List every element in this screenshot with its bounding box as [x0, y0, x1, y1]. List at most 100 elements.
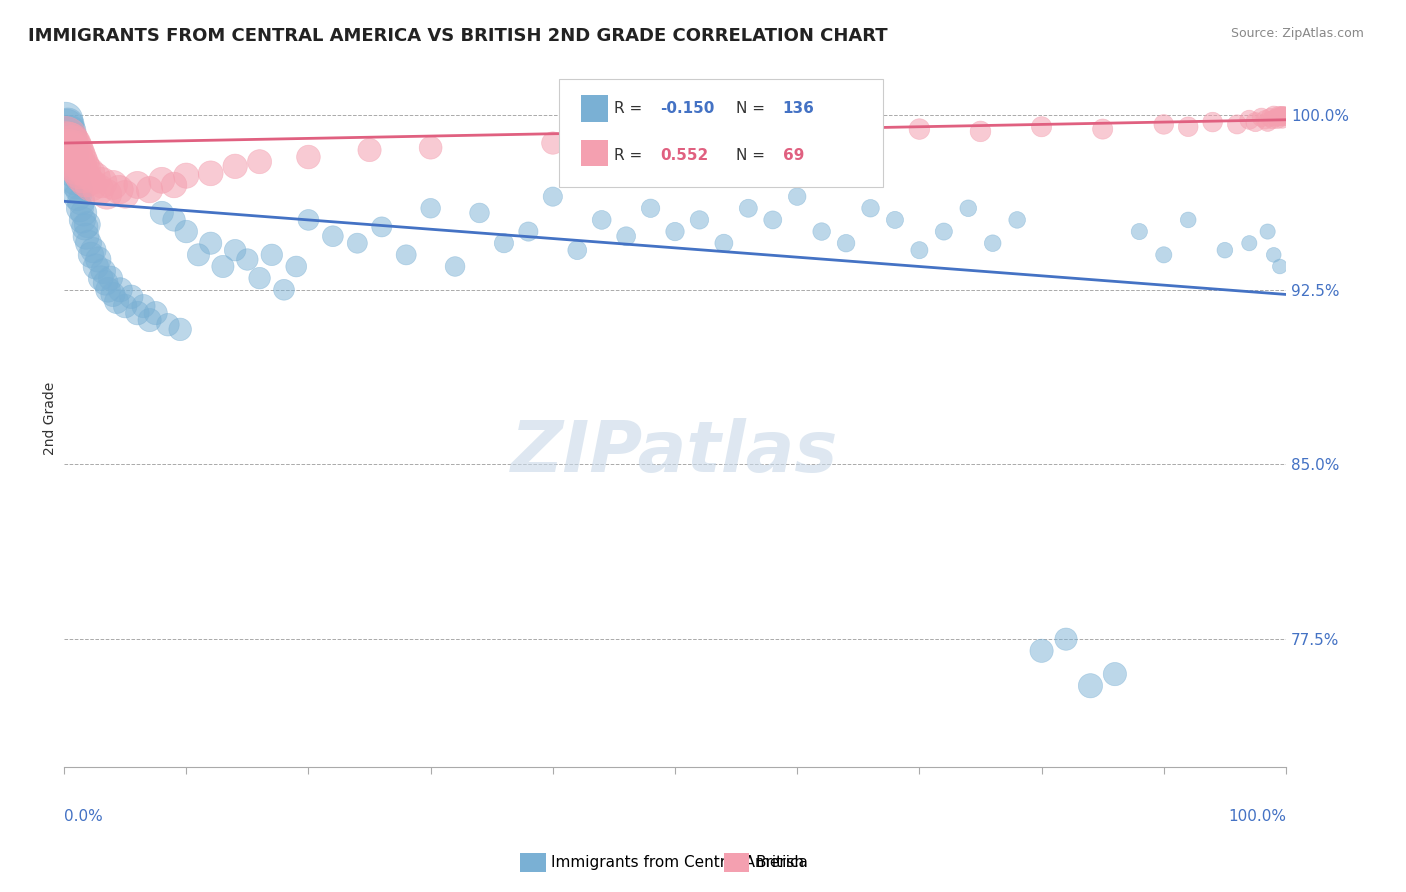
Text: N =: N =	[737, 148, 770, 163]
Point	[236, 252, 259, 267]
Point	[66, 159, 89, 173]
Point	[56, 117, 79, 131]
Point	[77, 236, 100, 251]
Point	[737, 201, 759, 215]
Point	[1239, 236, 1261, 251]
Text: R =: R =	[614, 148, 647, 163]
Point	[63, 147, 86, 161]
Point	[1274, 108, 1296, 122]
Point	[72, 161, 94, 176]
Point	[567, 243, 589, 257]
Point	[1128, 225, 1150, 239]
Point	[322, 229, 344, 244]
Point	[1177, 213, 1199, 227]
Point	[58, 131, 80, 145]
Point	[591, 213, 613, 227]
Point	[53, 112, 76, 127]
Point	[713, 236, 735, 251]
Point	[70, 157, 93, 171]
Point	[212, 260, 235, 274]
Point	[786, 189, 808, 203]
Point	[908, 243, 931, 257]
Point	[1005, 213, 1028, 227]
Point	[614, 229, 637, 244]
Point	[1257, 115, 1279, 129]
Text: Source: ZipAtlas.com: Source: ZipAtlas.com	[1230, 27, 1364, 40]
Point	[73, 219, 96, 234]
Point	[91, 176, 114, 190]
Point	[1263, 108, 1285, 122]
Point	[163, 178, 186, 192]
Point	[786, 127, 808, 141]
Point	[114, 299, 136, 313]
Point	[59, 124, 82, 138]
Point	[1267, 112, 1289, 127]
Point	[260, 248, 283, 262]
Point	[1226, 117, 1249, 131]
Point	[150, 173, 173, 187]
Point	[150, 206, 173, 220]
Point	[62, 150, 84, 164]
Text: 0.0%: 0.0%	[65, 809, 103, 824]
Point	[75, 173, 97, 187]
Point	[97, 283, 120, 297]
Text: 69: 69	[783, 148, 804, 163]
Point	[1272, 111, 1295, 125]
Point	[541, 136, 564, 150]
Point	[69, 201, 91, 215]
Text: Immigrants from Central America: Immigrants from Central America	[551, 855, 808, 870]
Point	[1261, 112, 1284, 127]
Point	[1201, 115, 1223, 129]
Point	[63, 166, 86, 180]
Point	[59, 145, 82, 160]
Point	[156, 318, 179, 332]
Point	[1153, 248, 1175, 262]
Point	[957, 201, 980, 215]
Point	[72, 213, 94, 227]
Point	[200, 236, 222, 251]
Point	[1080, 679, 1102, 693]
Point	[846, 124, 869, 138]
Point	[395, 248, 418, 262]
Text: 0.552: 0.552	[661, 148, 709, 163]
Point	[65, 159, 87, 173]
Point	[492, 236, 515, 251]
Text: British: British	[755, 855, 804, 870]
Point	[114, 187, 136, 202]
Point	[249, 154, 271, 169]
Point	[94, 276, 117, 290]
Point	[1270, 108, 1292, 122]
Point	[101, 287, 124, 301]
Point	[1268, 260, 1291, 274]
FancyBboxPatch shape	[581, 95, 607, 122]
Point	[1250, 111, 1272, 125]
Point	[1271, 112, 1294, 127]
Point	[58, 136, 80, 150]
Point	[884, 213, 907, 227]
Point	[1275, 108, 1298, 122]
Point	[174, 225, 197, 239]
Point	[87, 183, 110, 197]
Point	[163, 213, 186, 227]
Point	[100, 271, 122, 285]
Point	[419, 141, 441, 155]
Point	[87, 252, 110, 267]
Point	[65, 178, 87, 192]
Point	[1239, 112, 1261, 127]
Point	[72, 206, 94, 220]
Point	[285, 260, 308, 274]
Point	[1177, 120, 1199, 134]
Point	[55, 136, 77, 150]
Text: 100.0%: 100.0%	[1227, 809, 1286, 824]
Point	[145, 306, 167, 320]
Text: R =: R =	[614, 101, 647, 116]
Point	[468, 206, 491, 220]
Point	[810, 225, 832, 239]
Point	[83, 171, 105, 186]
Point	[63, 143, 86, 157]
Point	[224, 159, 246, 173]
Text: ZIPatlas: ZIPatlas	[512, 418, 839, 487]
Point	[65, 147, 87, 161]
Point	[1265, 111, 1288, 125]
Point	[67, 153, 90, 167]
